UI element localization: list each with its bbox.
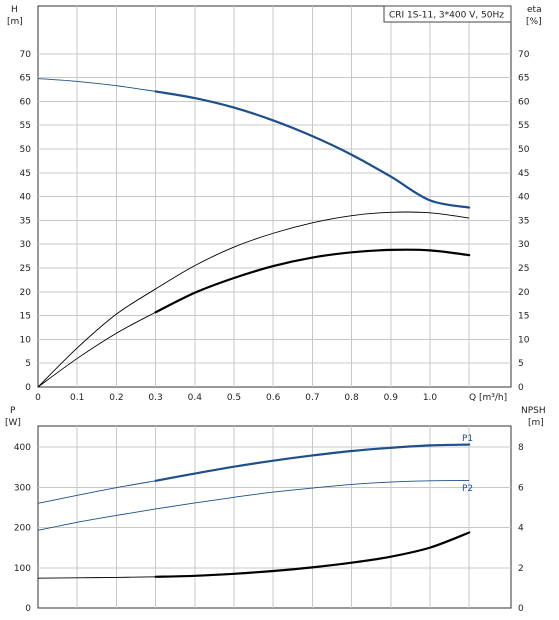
top-left-tick-label: 20: [20, 288, 32, 298]
top-right-tick-label: 30: [518, 240, 530, 250]
top-right-tick-label: 10: [518, 335, 530, 345]
top-right-tick-label: 5: [518, 359, 524, 369]
x-tick-label: 0.7: [305, 393, 319, 403]
y-axis-unit-p: [W]: [5, 418, 21, 428]
x-tick-label: 0.5: [227, 393, 241, 403]
top-left-tick-label: 35: [20, 216, 31, 226]
grid-lines: [38, 6, 511, 608]
bottom-left-tick-label: 400: [14, 443, 31, 453]
bottom-right-tick-label: 8: [518, 443, 524, 453]
chart-title-box: [383, 5, 512, 23]
series-label-p2: P2: [462, 484, 473, 494]
y-axis-unit-eta: [%]: [526, 17, 542, 27]
efficiency-curve-2-thin: [37, 311, 156, 388]
efficiency-curve-1-thin: [37, 211, 470, 388]
top-right-tick-label: 65: [518, 74, 529, 84]
y-axis-unit-h: [m]: [7, 17, 23, 27]
top-right-tick-label: 55: [518, 121, 529, 131]
top-right-tick-label: 45: [518, 169, 529, 179]
efficiency-curve-2-bold: [154, 248, 471, 314]
y-axis-label-p: P: [10, 406, 16, 416]
x-tick-label: 0.4: [188, 393, 203, 403]
bottom-right-tick-label: 4: [518, 524, 524, 534]
bottom-left-tick-label: 200: [14, 524, 31, 534]
top-left-tick-label: 0: [25, 383, 31, 393]
curves: [37, 78, 471, 579]
head-curve-thin: [37, 78, 156, 92]
x-tick-label: 1.0: [423, 393, 438, 403]
tick-labels: 0510152025303540455055606570051015202530…: [14, 50, 530, 614]
top-left-tick-label: 40: [20, 193, 32, 203]
top-right-tick-label: 15: [518, 312, 529, 322]
bottom-left-tick-label: 0: [25, 604, 31, 614]
npsh-curve-thin: [37, 576, 156, 579]
top-right-tick-label: 0: [518, 383, 524, 393]
bottom-left-tick-label: 300: [14, 483, 31, 493]
x-tick-label: 0.9: [384, 393, 399, 403]
y-axis-label-eta: eta: [527, 5, 542, 15]
top-left-tick-label: 70: [20, 50, 32, 60]
y-axis-label-npsh: NPSH: [521, 406, 546, 416]
top-left-tick-label: 10: [20, 335, 32, 345]
x-tick-label: 0.2: [109, 393, 123, 403]
y-axis-label-h: H: [11, 5, 18, 15]
npsh-curve-bold: [154, 531, 471, 578]
top-left-tick-label: 65: [20, 74, 31, 84]
bottom-right-tick-label: 6: [518, 483, 524, 493]
power-p1-curve-thin: [37, 480, 156, 504]
top-left-tick-label: 5: [25, 359, 31, 369]
chart-title: CRI 1S-11, 3*400 V, 50Hz: [389, 11, 504, 21]
y-axis-unit-npsh: [m]: [528, 418, 544, 428]
x-axis-label-q: Q [m³/h]: [469, 393, 507, 403]
top-right-tick-label: 25: [518, 264, 529, 274]
x-tick-label: 0.3: [148, 393, 162, 403]
top-right-tick-label: 35: [518, 216, 529, 226]
x-tick-label: 0.6: [266, 393, 281, 403]
bottom-right-tick-label: 2: [518, 564, 524, 574]
top-left-tick-label: 45: [20, 169, 31, 179]
top-right-tick-label: 70: [518, 50, 530, 60]
top-right-tick-label: 50: [518, 145, 530, 155]
x-tick-label: 0.8: [344, 393, 359, 403]
top-left-tick-label: 50: [20, 145, 32, 155]
power-p1-curve-bold: [154, 443, 471, 482]
top-right-tick-label: 20: [518, 288, 530, 298]
top-right-tick-label: 60: [518, 97, 530, 107]
top-left-tick-label: 30: [20, 240, 32, 250]
bottom-right-tick-label: 0: [518, 604, 524, 614]
head-curve-bold: [154, 90, 471, 209]
x-tick-label: 0: [35, 393, 41, 403]
series-label-p1: P1: [462, 434, 473, 444]
power-p2-curve-thin: [37, 479, 470, 531]
bottom-left-tick-label: 100: [14, 564, 31, 574]
top-right-tick-label: 40: [518, 193, 530, 203]
top-left-tick-label: 55: [20, 121, 31, 131]
top-left-tick-label: 25: [20, 264, 31, 274]
top-left-tick-label: 60: [20, 97, 32, 107]
x-tick-label: 0.1: [70, 393, 84, 403]
top-left-tick-label: 15: [20, 312, 31, 322]
